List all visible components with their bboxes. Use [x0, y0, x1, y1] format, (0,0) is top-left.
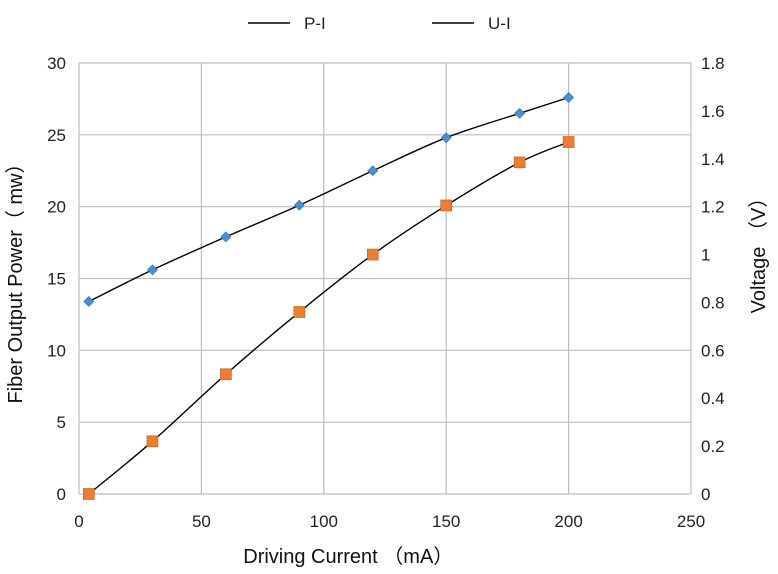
x-tick-label: 100	[310, 512, 338, 531]
series-line	[88, 141, 569, 495]
data-point	[513, 156, 526, 169]
data-point	[367, 165, 379, 177]
series-layer	[82, 92, 575, 500]
data-point	[514, 107, 526, 119]
data-point	[220, 368, 232, 381]
y-left-tick-label: 20	[47, 198, 66, 217]
legend: P-I U-I	[248, 14, 511, 33]
grid	[78, 62, 692, 495]
y-left-tick-label: 5	[57, 413, 66, 432]
data-point	[293, 306, 306, 318]
y-left-tick-label: 10	[47, 341, 66, 360]
y-left-tick-label: 15	[47, 270, 66, 289]
x-tick-label: 200	[554, 512, 582, 531]
x-tick-label: 150	[432, 512, 460, 531]
series-P-I	[83, 92, 575, 307]
x-tick-label: 0	[74, 512, 83, 531]
data-point	[563, 92, 575, 103]
y-axis-right-label: Voltage （V）	[747, 188, 770, 314]
y-left-tick-label: 0	[57, 485, 66, 504]
series-line	[88, 96, 569, 303]
y-right-tick-label: 0.6	[701, 341, 725, 360]
series-U-I	[82, 136, 575, 500]
data-point	[440, 199, 453, 212]
data-point	[146, 435, 159, 448]
x-axis-label: Driving Current （mA）	[243, 545, 453, 568]
y-right-tick-label: 1.2	[701, 198, 725, 217]
data-point	[440, 132, 452, 144]
data-point	[82, 488, 95, 500]
data-point	[562, 136, 575, 148]
data-point	[147, 264, 158, 276]
data-point	[220, 231, 232, 243]
tick-labels: 0 5 10 15 20 25 30 0 50 100 150 200 250 0 0.2 0.4 0.6 0.8…	[47, 54, 725, 531]
y-right-tick-label: 1	[701, 246, 710, 265]
y-right-tick-label: 1.4	[701, 150, 725, 169]
data-point	[83, 296, 95, 307]
y-right-tick-label: 0	[701, 485, 710, 504]
y-left-tick-label: 25	[47, 126, 66, 145]
y-right-tick-label: 0.4	[701, 389, 725, 408]
data-point	[293, 199, 305, 211]
y-right-tick-label: 1.6	[701, 102, 725, 121]
x-tick-label: 250	[677, 512, 705, 531]
x-tick-label: 50	[192, 512, 211, 531]
y-right-tick-label: 1.8	[701, 54, 725, 73]
y-axis-left-label: Fiber Output Power（ mw）	[4, 153, 27, 403]
y-left-tick-label: 30	[47, 54, 66, 73]
data-point	[366, 248, 379, 261]
legend-label-U-I: U-I	[488, 14, 511, 33]
legend-label-P-I: P-I	[304, 14, 326, 33]
y-right-tick-label: 0.8	[701, 293, 725, 312]
y-right-tick-label: 0.2	[701, 437, 725, 456]
